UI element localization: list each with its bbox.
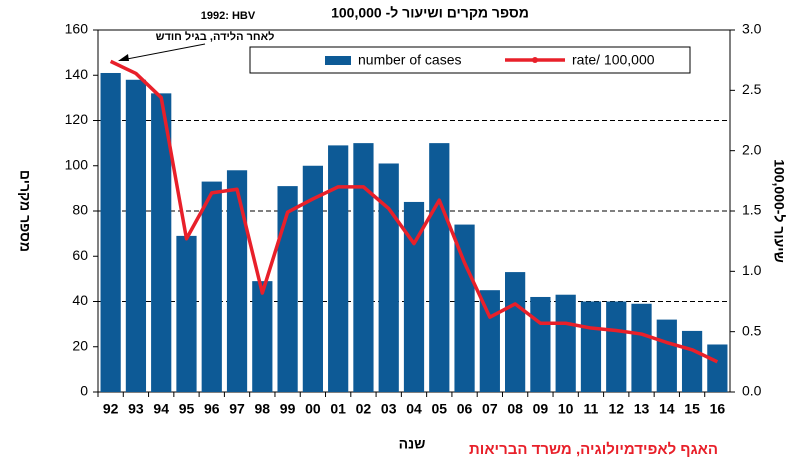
y2-tick-label: 0.5 [742,322,762,338]
x-tick-label: 00 [305,401,321,417]
x-tick-label: 04 [406,401,422,417]
y2-tick-label: 2.5 [742,81,762,97]
legend-label: number of cases [358,52,462,68]
x-tick-label: 97 [229,401,245,417]
x-tick-label: 92 [103,401,119,417]
x-tick-label: 11 [584,401,599,417]
bar [201,181,222,392]
x-tick-label: 93 [128,401,144,417]
y-tick-label: 40 [72,292,88,308]
x-tick-label: 02 [356,401,372,417]
x-tick-label: 96 [204,401,220,417]
y-tick-label: 160 [65,21,89,37]
x-tick-label: 99 [280,401,296,417]
x-tick-label: 09 [533,401,549,417]
bar [580,301,602,392]
bar [100,72,121,393]
bar [378,163,399,392]
y-tick-label: 60 [72,247,88,263]
y-axis-label: מספר מקרים [17,170,33,252]
bar [505,272,526,392]
bar [252,281,273,392]
bar [226,170,248,392]
y-tick-label: 20 [72,337,88,353]
bar [151,93,172,392]
x-tick-label: 15 [684,401,700,417]
y-tick-label: 120 [65,111,89,127]
x-tick-label: 95 [179,401,195,417]
bar [302,165,323,392]
annotation-arrow [121,43,206,61]
annotation: לאחר הלידה, בגיל חודש [156,30,275,43]
chart-title: מספר מקרים ושיעור ל- 100,000 [331,5,529,21]
x-tick-label: 06 [457,401,473,417]
x-tick-label: 10 [558,401,574,417]
bar [176,235,197,392]
bar [530,296,551,392]
legend-box [249,46,691,74]
x-tick-label: 16 [710,401,726,417]
annotation: 1992: HBV [201,10,256,22]
bar [429,143,450,392]
x-tick-label: 98 [255,401,271,417]
line [109,59,719,364]
y2-tick-label: 1.5 [742,202,762,218]
y-tick-label: 80 [72,202,88,218]
legend-label: rate/ 100,000 [572,52,655,68]
x-tick-label: 12 [608,401,624,417]
y2-axis-label: שיעור ל-100,000 [771,159,787,263]
bar [656,319,677,392]
x-tick-label: 08 [507,401,523,417]
x-tick-label: 05 [431,401,447,417]
bar [125,79,147,393]
legend-marker [532,57,538,63]
x-tick-label: 07 [482,401,498,417]
y-tick-label: 140 [65,66,89,82]
bar [277,186,298,392]
x-tick-label: 01 [330,401,346,417]
x-tick-label: 14 [659,401,675,417]
bar [353,143,374,392]
source: האגף לאפידמיולוגיה, משרד הבריאות [469,441,718,458]
y2-tick-label: 1.0 [742,262,762,278]
y2-tick-label: 2.0 [742,141,762,157]
x-axis-label: שנה [399,436,426,452]
y-tick-label: 100 [65,156,89,172]
y-tick-label: 0 [80,383,88,399]
x-tick-label: 94 [153,401,169,417]
y2-tick-label: 3.0 [742,21,762,37]
x-tick-label: 03 [381,401,397,417]
legend-swatch [325,56,351,65]
bar [631,303,652,392]
x-tick-label: 13 [634,401,650,417]
bar [681,330,703,392]
bar [707,344,728,392]
y2-tick-label: 0.0 [742,383,762,399]
annotation-arrowhead [118,54,129,61]
bar [606,301,627,392]
bar [328,145,349,392]
bar [403,201,425,392]
bar [555,294,576,392]
bar [454,224,475,392]
